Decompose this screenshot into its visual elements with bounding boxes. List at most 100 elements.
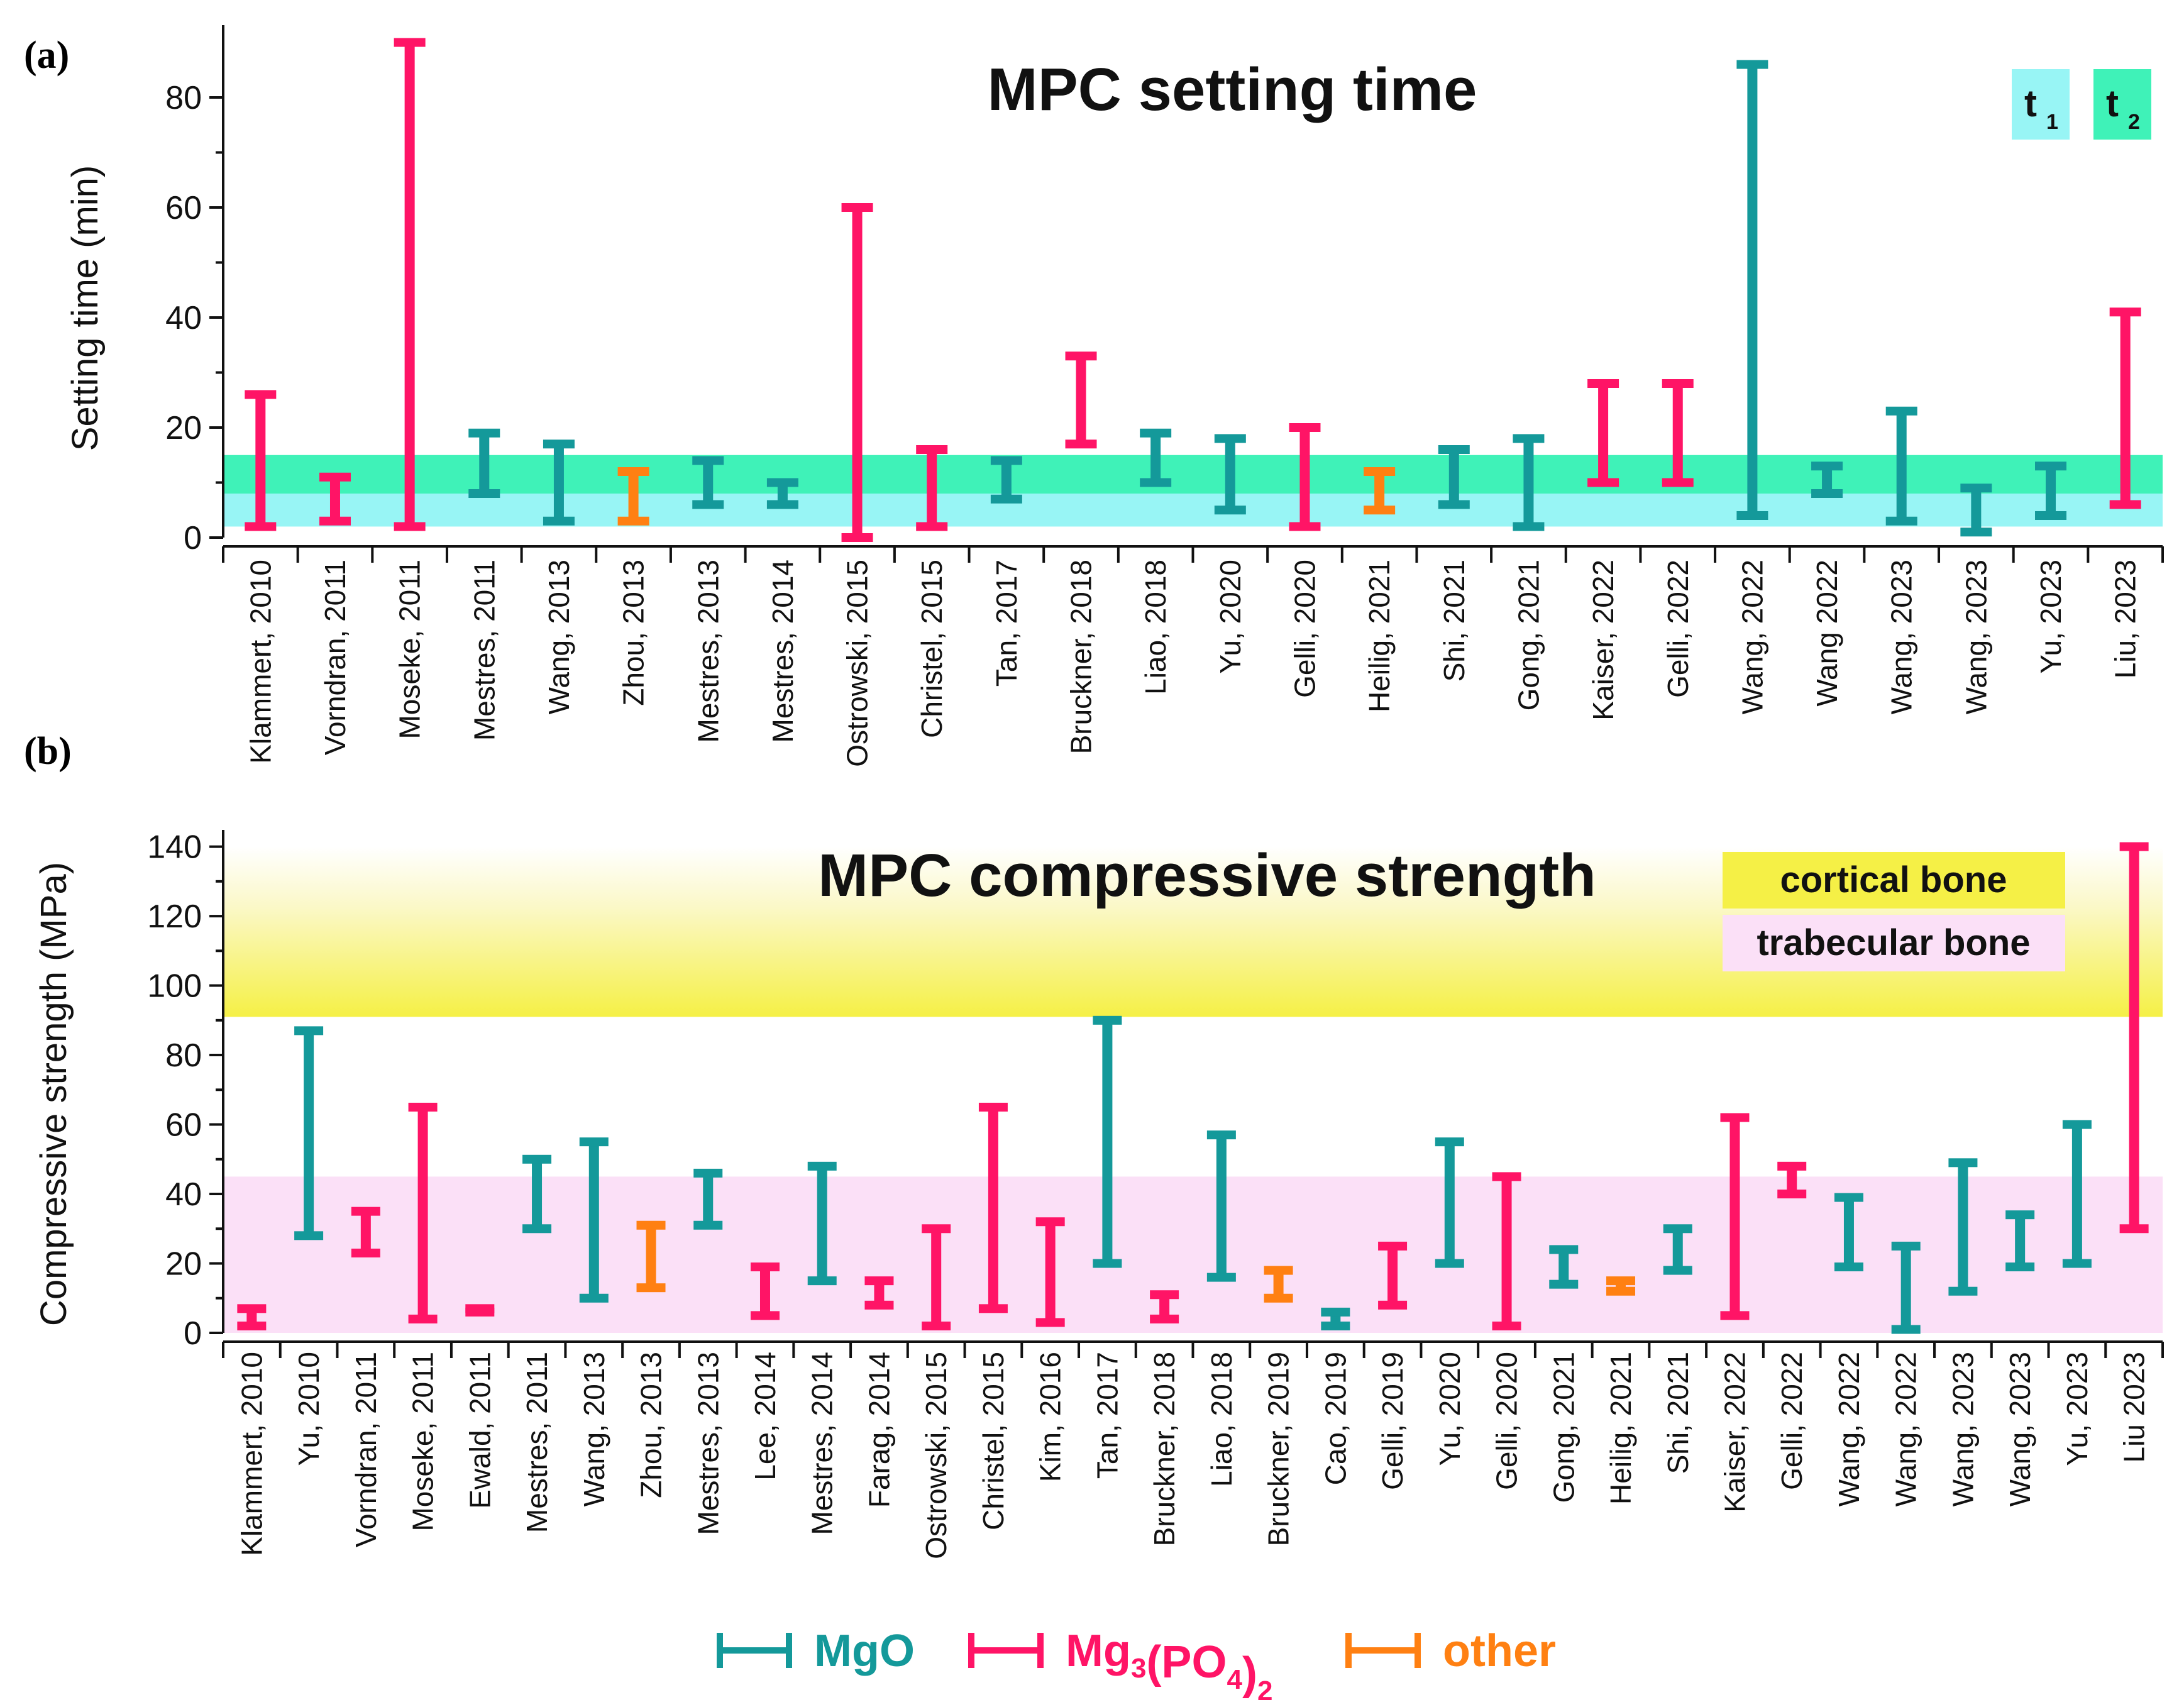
compressive-strength-range-bar (532, 1159, 543, 1229)
compressive-strength-category-label: Bruckner, 2018 (1148, 1352, 1181, 1546)
compressive-strength-range-cap-bottom (1891, 1325, 1921, 1334)
compressive-strength-range-mgo (522, 1154, 552, 1234)
compressive-strength-range-cap-bottom (978, 1304, 1008, 1313)
compressive-strength-category-label: Christel, 2015 (977, 1352, 1010, 1530)
setting-time-range-bar (1299, 428, 1310, 527)
compressive-strength-range-other (636, 1220, 666, 1293)
compressive-strength-range-cap-top (864, 1276, 894, 1286)
compressive-strength-range-cap-bottom (1606, 1286, 1636, 1296)
setting-time-range-mgo (1513, 434, 1545, 531)
compressive-strength-range-bar (1102, 1020, 1113, 1264)
compressive-strength-range-cap-bottom (864, 1300, 894, 1310)
setting-time-band-t2 (223, 455, 2163, 494)
compressive-strength-range-cap-top (750, 1262, 780, 1272)
compressive-strength-range-cap-top (1435, 1137, 1464, 1147)
setting-time-range-cap-bottom (2035, 511, 2067, 520)
legend-marker-cap-right (1415, 1633, 1421, 1668)
setting-time-category-label: Kaiser, 2022 (1587, 560, 1619, 721)
compressive-strength-range-cap-bottom (636, 1283, 666, 1293)
compressive-strength-range-bar (874, 1281, 885, 1305)
compressive-strength-range-cap-bottom (2119, 1224, 2149, 1234)
setting-time-range-cap-bottom (1960, 528, 1992, 537)
setting-time-range-cap-top (692, 456, 724, 465)
compressive-strength-category-label: Cao, 2019 (1319, 1352, 1352, 1485)
compressive-strength-range-mgo (1321, 1307, 1350, 1330)
setting-time-range-bar (628, 472, 639, 521)
compressive-strength-range-cap-top (1206, 1130, 1236, 1140)
setting-time-range-cap-top (1513, 434, 1545, 443)
setting-time-range-cap-top (1811, 461, 1843, 471)
compressive-strength-range-bar (1387, 1246, 1398, 1305)
setting-time-range-bar (1971, 488, 1982, 533)
setting-time-range-bar (255, 394, 266, 527)
compressive-strength-category-label: Lee, 2014 (749, 1352, 781, 1481)
setting-time-category-label: Klammert, 2010 (244, 560, 277, 764)
compressive-strength-range-other (1264, 1266, 1293, 1303)
compressive-strength-range-bar (931, 1229, 942, 1326)
legend-swatch (1723, 915, 2065, 971)
setting-time-range-cap-top (1662, 379, 1694, 388)
compressive-strength-category-label: Ewald, 2011 (463, 1352, 496, 1509)
compressive-strength-range-cap-bottom (2005, 1262, 2035, 1272)
setting-time-range-mgo (1811, 461, 1843, 498)
setting-time-range-cap-bottom (617, 516, 649, 526)
legend-marker-cap-left (717, 1633, 723, 1668)
compressive-strength-category-label: Yu, 2020 (1433, 1352, 1466, 1466)
compressive-strength-range-cap-top (2119, 842, 2149, 851)
compressive-strength-category-label: Mestres, 2011 (521, 1352, 553, 1533)
legend-marker-cap-right (786, 1633, 792, 1668)
compressive-strength-range-mg3-po4-2 (351, 1207, 380, 1257)
setting-time-range-cap-bottom (468, 489, 500, 498)
setting-time-range-cap-bottom (394, 522, 426, 531)
setting-time-category-label: Moseke, 2011 (394, 560, 426, 739)
legend-label: other (1443, 1626, 1556, 1676)
legend-marker-bar (1345, 1647, 1421, 1654)
material-legend-mgo: MgO (717, 1626, 915, 1676)
compressive-strength-range-cap-bottom (1435, 1259, 1464, 1268)
legend-marker-cap-left (968, 1633, 974, 1668)
compressive-strength-range-cap-bottom (1378, 1300, 1408, 1310)
setting-time-range-bar (852, 207, 863, 538)
compressive-strength-range-cap-top (579, 1137, 609, 1147)
setting-time-category-label: Gelli, 2020 (1288, 560, 1321, 698)
legend-label: cortical bone (1780, 859, 2007, 900)
compressive-strength-range-bar (1729, 1117, 1740, 1316)
compressive-strength-range-bar (1672, 1229, 1683, 1271)
setting-time-range-bar (1672, 384, 1683, 483)
setting-time-range-cap-top (1214, 434, 1246, 443)
compressive-strength-range-mgo (1435, 1137, 1464, 1268)
compressive-strength-range-cap-top (237, 1304, 267, 1313)
compressive-strength-range-cap-top (1035, 1217, 1065, 1227)
compressive-strength-range-mgo (1093, 1015, 1122, 1268)
setting-time-range-bar (1225, 438, 1235, 511)
compressive-strength-category-label: Liao, 2018 (1205, 1352, 1238, 1487)
compressive-strength-range-cap-top (1720, 1113, 1750, 1122)
setting-time-range-mg3-po4-2 (1289, 423, 1321, 531)
compressive-strength-y-tick-label: 120 (147, 898, 202, 935)
setting-time-category-label: Bruckner, 2018 (1065, 560, 1098, 754)
setting-time-y-tick-label: 20 (165, 410, 202, 446)
setting-time-range-bar (1374, 472, 1385, 511)
compressive-strength-title: MPC compressive strength (818, 842, 1596, 909)
setting-time-range-cap-top (1438, 445, 1470, 454)
compressive-strength-chart: (b) MPC compressive strength cortical bo… (24, 730, 2164, 1559)
setting-time-category-label: Heilig, 2021 (1363, 560, 1396, 712)
compressive-strength-category-label: Gelli, 2022 (1775, 1352, 1808, 1490)
setting-time-range-other (617, 467, 649, 526)
compressive-strength-range-cap-bottom (1093, 1259, 1122, 1268)
setting-time-bands (223, 455, 2163, 527)
legend-swatch (2012, 69, 2070, 140)
compressive-strength-range-mg3-po4-2 (2119, 842, 2149, 1234)
compressive-strength-range-bar (1159, 1295, 1170, 1319)
setting-time-range-cap-bottom (1885, 516, 1917, 526)
setting-time-range-cap-top (543, 439, 575, 449)
setting-time-range-mgo (1736, 60, 1768, 520)
setting-time-range-cap-bottom (1289, 522, 1321, 531)
compressive-strength-range-bar (417, 1107, 428, 1319)
setting-time-range-cap-top (2109, 307, 2141, 317)
compressive-strength-range-cap-top (351, 1207, 380, 1216)
compressive-strength-category-label: Gelli, 2019 (1376, 1352, 1409, 1490)
compressive-strength-y-tick-label: 20 (165, 1246, 202, 1283)
